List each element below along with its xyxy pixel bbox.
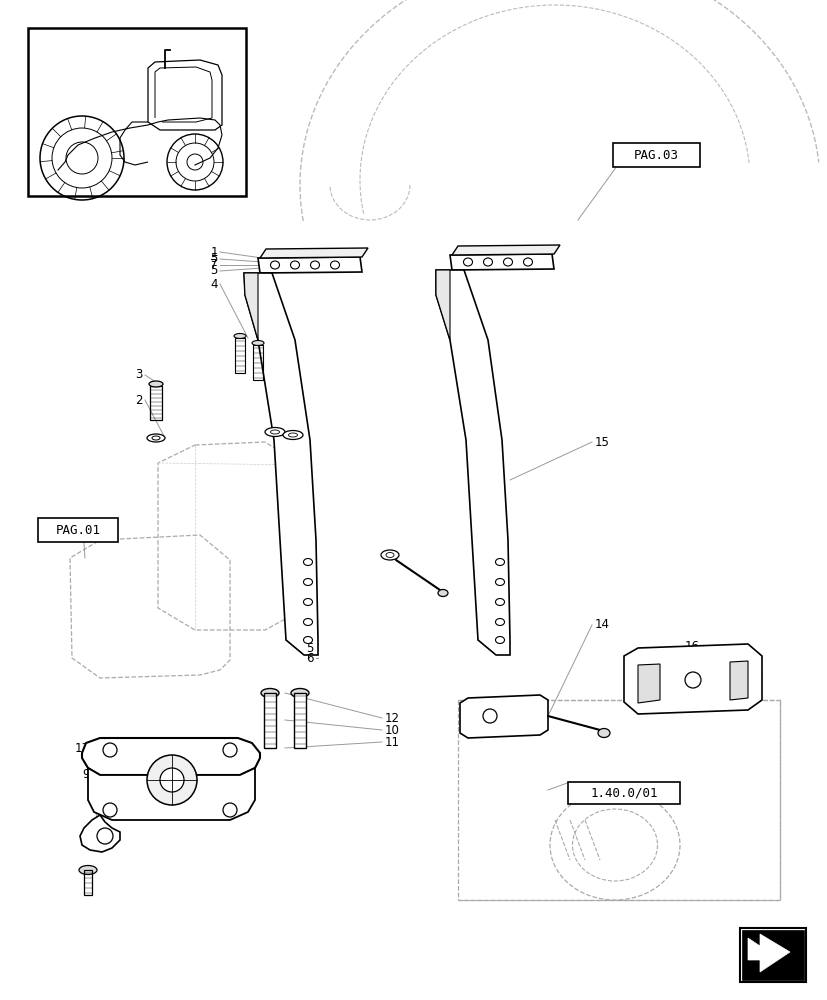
Text: PAG.03: PAG.03	[633, 149, 678, 162]
Text: 9: 9	[83, 768, 90, 781]
Circle shape	[147, 755, 197, 805]
Ellipse shape	[304, 618, 312, 626]
Polygon shape	[264, 693, 275, 748]
Ellipse shape	[523, 258, 532, 266]
Ellipse shape	[310, 261, 319, 269]
Bar	[739, 928, 805, 982]
Ellipse shape	[597, 728, 609, 738]
Text: 1.40.0/01: 1.40.0/01	[590, 786, 657, 799]
Polygon shape	[294, 693, 306, 748]
Text: 4: 4	[210, 277, 218, 290]
Ellipse shape	[495, 598, 504, 605]
Text: PAG.01: PAG.01	[55, 524, 100, 536]
Ellipse shape	[304, 578, 312, 585]
Polygon shape	[260, 248, 367, 258]
Polygon shape	[80, 815, 120, 852]
Polygon shape	[258, 257, 361, 273]
Ellipse shape	[290, 688, 308, 698]
Polygon shape	[729, 661, 747, 700]
Polygon shape	[436, 270, 449, 340]
Polygon shape	[449, 254, 553, 270]
Ellipse shape	[265, 428, 284, 436]
Ellipse shape	[79, 865, 97, 874]
Ellipse shape	[290, 261, 299, 269]
Ellipse shape	[147, 434, 165, 442]
Polygon shape	[452, 245, 559, 255]
Text: 15: 15	[595, 436, 609, 448]
Ellipse shape	[495, 637, 504, 644]
Text: 12: 12	[385, 712, 399, 724]
Ellipse shape	[304, 598, 312, 605]
Text: 5: 5	[210, 252, 218, 265]
Bar	[567, 782, 679, 804]
Bar	[28, 28, 246, 196]
Text: 6: 6	[306, 652, 313, 664]
Text: 11: 11	[385, 736, 399, 748]
Polygon shape	[88, 768, 255, 820]
Circle shape	[103, 803, 117, 817]
Ellipse shape	[495, 618, 504, 626]
Ellipse shape	[149, 381, 163, 387]
Text: 5: 5	[306, 642, 313, 654]
Ellipse shape	[495, 578, 504, 585]
Text: 10: 10	[385, 724, 399, 736]
Ellipse shape	[304, 637, 312, 644]
Ellipse shape	[283, 430, 303, 440]
Text: 5: 5	[210, 264, 218, 277]
Bar	[741, 930, 803, 980]
Polygon shape	[82, 738, 260, 775]
Polygon shape	[460, 695, 547, 738]
Ellipse shape	[483, 258, 492, 266]
Ellipse shape	[270, 261, 280, 269]
Polygon shape	[638, 664, 659, 703]
Ellipse shape	[288, 433, 297, 437]
Ellipse shape	[251, 340, 264, 346]
Circle shape	[222, 743, 237, 757]
Polygon shape	[244, 273, 318, 655]
Circle shape	[482, 709, 496, 723]
Text: 7: 7	[210, 258, 218, 271]
Text: 16: 16	[684, 640, 699, 652]
Ellipse shape	[234, 334, 246, 338]
Polygon shape	[244, 273, 258, 340]
Polygon shape	[624, 644, 761, 714]
Circle shape	[222, 803, 237, 817]
Text: 3: 3	[136, 368, 143, 381]
Ellipse shape	[270, 430, 280, 434]
Text: 14: 14	[595, 618, 609, 632]
Ellipse shape	[261, 688, 279, 698]
Text: 8: 8	[83, 754, 90, 766]
Circle shape	[684, 672, 700, 688]
Bar	[38, 518, 118, 542]
Ellipse shape	[304, 558, 312, 566]
Ellipse shape	[463, 258, 472, 266]
Ellipse shape	[380, 550, 399, 560]
Circle shape	[103, 743, 117, 757]
Circle shape	[97, 828, 112, 844]
Ellipse shape	[385, 552, 394, 558]
Text: 2: 2	[136, 393, 143, 406]
Ellipse shape	[330, 261, 339, 269]
Text: 13: 13	[75, 742, 90, 754]
Polygon shape	[747, 934, 789, 972]
Ellipse shape	[503, 258, 512, 266]
Polygon shape	[436, 270, 509, 655]
Ellipse shape	[437, 589, 447, 596]
Ellipse shape	[495, 558, 504, 566]
Ellipse shape	[152, 436, 160, 440]
Text: 1: 1	[210, 245, 218, 258]
Bar	[612, 143, 699, 167]
Circle shape	[160, 768, 184, 792]
